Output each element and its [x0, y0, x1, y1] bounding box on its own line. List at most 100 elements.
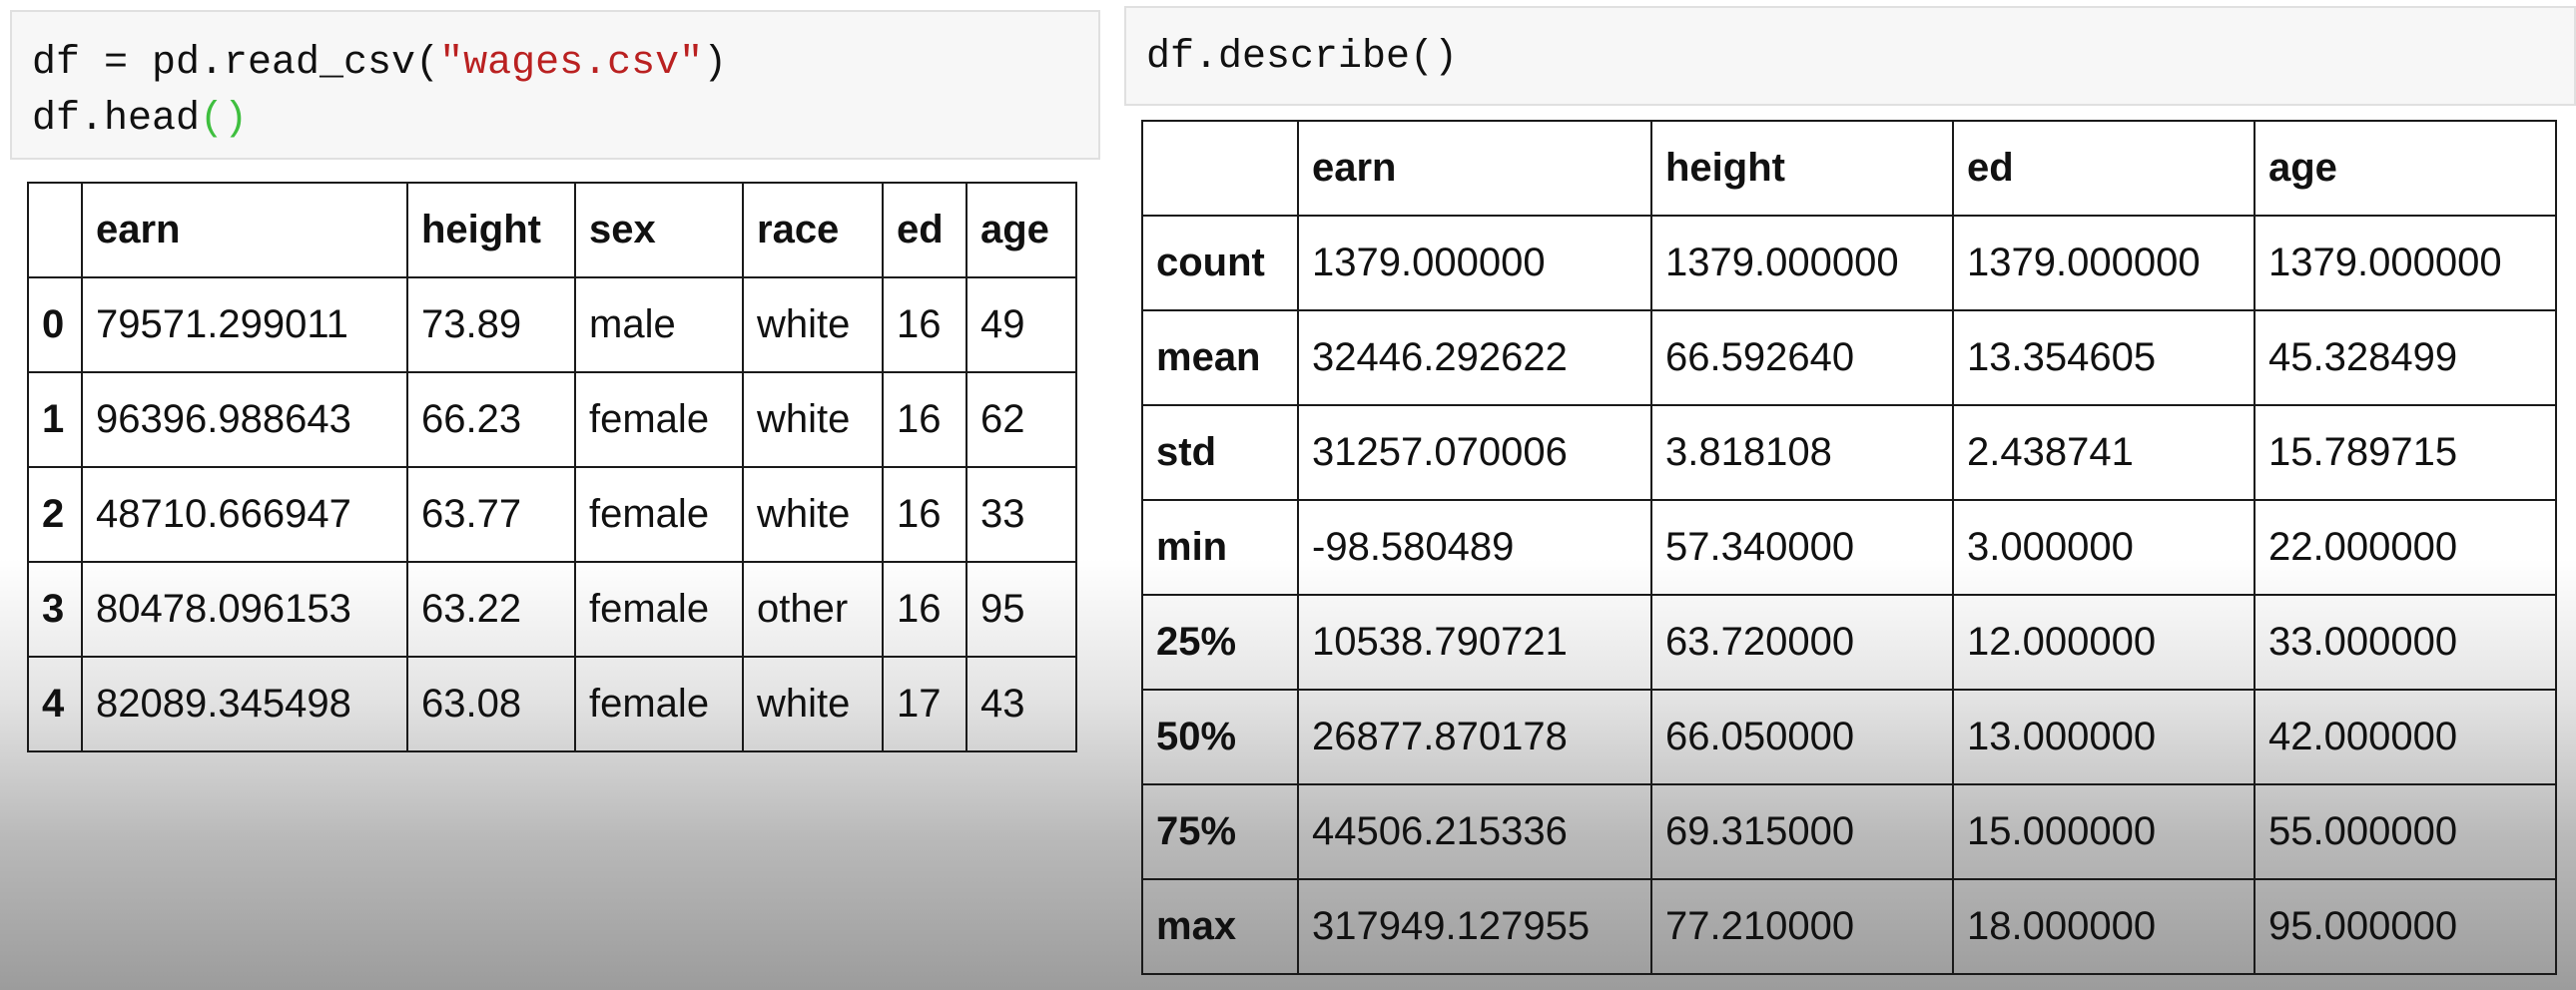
- table-row: 1 96396.988643 66.23 female white 16 62: [27, 371, 1077, 468]
- table-cell: 69.315000: [1650, 783, 1954, 880]
- code-line-1: df = pd.read_csv("wages.csv"): [32, 41, 727, 86]
- table-cell: -98.580489: [1297, 499, 1652, 596]
- table-cell: 13.354605: [1952, 309, 2255, 406]
- table-cell: 33.000000: [2254, 594, 2557, 691]
- table-cell: 43: [966, 656, 1077, 752]
- table-cell: 63.08: [406, 656, 576, 752]
- table-cell: 2.438741: [1952, 404, 2255, 501]
- table-row: 4 82089.345498 63.08 female white 17 43: [27, 656, 1077, 752]
- table-row: 50% 26877.870178 66.050000 13.000000 42.…: [1141, 689, 2557, 785]
- code-text: df.head: [32, 97, 201, 142]
- call-parens: (): [200, 97, 249, 142]
- table-cell: 48710.666947: [81, 466, 408, 563]
- table-cell: 1379.000000: [1650, 215, 1954, 311]
- column-header: age: [966, 182, 1077, 278]
- column-header: earn: [81, 182, 408, 278]
- code-cell-head[interactable]: df = pd.read_csv("wages.csv") df.head(): [10, 10, 1100, 160]
- column-header: ed: [1952, 120, 2255, 217]
- row-index: count: [1141, 215, 1299, 311]
- column-header: height: [1650, 120, 1954, 217]
- table-cell: 17: [882, 656, 967, 752]
- table-row: count 1379.000000 1379.000000 1379.00000…: [1141, 215, 2557, 311]
- row-index: 2: [27, 466, 83, 563]
- table-row: 3 80478.096153 63.22 female other 16 95: [27, 561, 1077, 658]
- table-cell: white: [742, 371, 884, 468]
- table-row: 2 48710.666947 63.77 female white 16 33: [27, 466, 1077, 563]
- table-cell: 66.050000: [1650, 689, 1954, 785]
- table-cell: 79571.299011: [81, 276, 408, 373]
- index-header: [1141, 120, 1299, 217]
- describe-output-table: earn height ed age count 1379.000000 137…: [1141, 120, 2557, 975]
- table-cell: female: [574, 466, 744, 563]
- column-header: height: [406, 182, 576, 278]
- table-cell: female: [574, 561, 744, 658]
- row-index: mean: [1141, 309, 1299, 406]
- row-index: std: [1141, 404, 1299, 501]
- code-text: df.describe(): [1146, 35, 1459, 80]
- table-cell: 33: [966, 466, 1077, 563]
- table-cell: 96396.988643: [81, 371, 408, 468]
- table-cell: 22.000000: [2254, 499, 2557, 596]
- table-cell: other: [742, 561, 884, 658]
- table-cell: female: [574, 656, 744, 752]
- row-index: 50%: [1141, 689, 1299, 785]
- table-cell: white: [742, 466, 884, 563]
- table-row: 75% 44506.215336 69.315000 15.000000 55.…: [1141, 783, 2557, 880]
- table-row: min -98.580489 57.340000 3.000000 22.000…: [1141, 499, 2557, 596]
- column-header: age: [2254, 120, 2557, 217]
- table-cell: 15.789715: [2254, 404, 2557, 501]
- code-cell-describe[interactable]: df.describe(): [1124, 6, 2576, 106]
- table-cell: 32446.292622: [1297, 309, 1652, 406]
- table-cell: 18.000000: [1952, 878, 2255, 975]
- table-cell: 3.818108: [1650, 404, 1954, 501]
- table-cell: 10538.790721: [1297, 594, 1652, 691]
- table-cell: 66.592640: [1650, 309, 1954, 406]
- table-cell: 1379.000000: [1297, 215, 1652, 311]
- table-header-row: earn height ed age: [1141, 120, 2557, 217]
- row-index: 4: [27, 656, 83, 752]
- table-cell: 57.340000: [1650, 499, 1954, 596]
- table-cell: 73.89: [406, 276, 576, 373]
- row-index: 25%: [1141, 594, 1299, 691]
- table-cell: 1379.000000: [2254, 215, 2557, 311]
- table-cell: white: [742, 656, 884, 752]
- row-index: min: [1141, 499, 1299, 596]
- table-cell: 12.000000: [1952, 594, 2255, 691]
- table-cell: male: [574, 276, 744, 373]
- table-cell: 62: [966, 371, 1077, 468]
- table-row: 0 79571.299011 73.89 male white 16 49: [27, 276, 1077, 373]
- table-cell: 15.000000: [1952, 783, 2255, 880]
- code-line-2: df.head(): [32, 97, 248, 142]
- table-row: max 317949.127955 77.210000 18.000000 95…: [1141, 878, 2557, 975]
- table-cell: 63.720000: [1650, 594, 1954, 691]
- table-cell: 63.22: [406, 561, 576, 658]
- table-cell: 317949.127955: [1297, 878, 1652, 975]
- table-header-row: earn height sex race ed age: [27, 182, 1077, 278]
- table-cell: 82089.345498: [81, 656, 408, 752]
- table-cell: 16: [882, 371, 967, 468]
- column-header: sex: [574, 182, 744, 278]
- row-index: max: [1141, 878, 1299, 975]
- table-cell: 63.77: [406, 466, 576, 563]
- table-cell: 45.328499: [2254, 309, 2557, 406]
- table-cell: 95.000000: [2254, 878, 2557, 975]
- table-cell: 3.000000: [1952, 499, 2255, 596]
- table-cell: 42.000000: [2254, 689, 2557, 785]
- table-cell: white: [742, 276, 884, 373]
- table-cell: 26877.870178: [1297, 689, 1652, 785]
- table-cell: 80478.096153: [81, 561, 408, 658]
- table-cell: 55.000000: [2254, 783, 2557, 880]
- table-cell: 31257.070006: [1297, 404, 1652, 501]
- column-header: ed: [882, 182, 967, 278]
- table-cell: 77.210000: [1650, 878, 1954, 975]
- table-row: mean 32446.292622 66.592640 13.354605 45…: [1141, 309, 2557, 406]
- table-cell: female: [574, 371, 744, 468]
- table-cell: 44506.215336: [1297, 783, 1652, 880]
- row-index: 1: [27, 371, 83, 468]
- code-text: df = pd.read_csv(: [32, 41, 440, 86]
- table-row: 25% 10538.790721 63.720000 12.000000 33.…: [1141, 594, 2557, 691]
- row-index: 0: [27, 276, 83, 373]
- table-cell: 1379.000000: [1952, 215, 2255, 311]
- string-literal: "wages.csv": [439, 41, 704, 86]
- row-index: 3: [27, 561, 83, 658]
